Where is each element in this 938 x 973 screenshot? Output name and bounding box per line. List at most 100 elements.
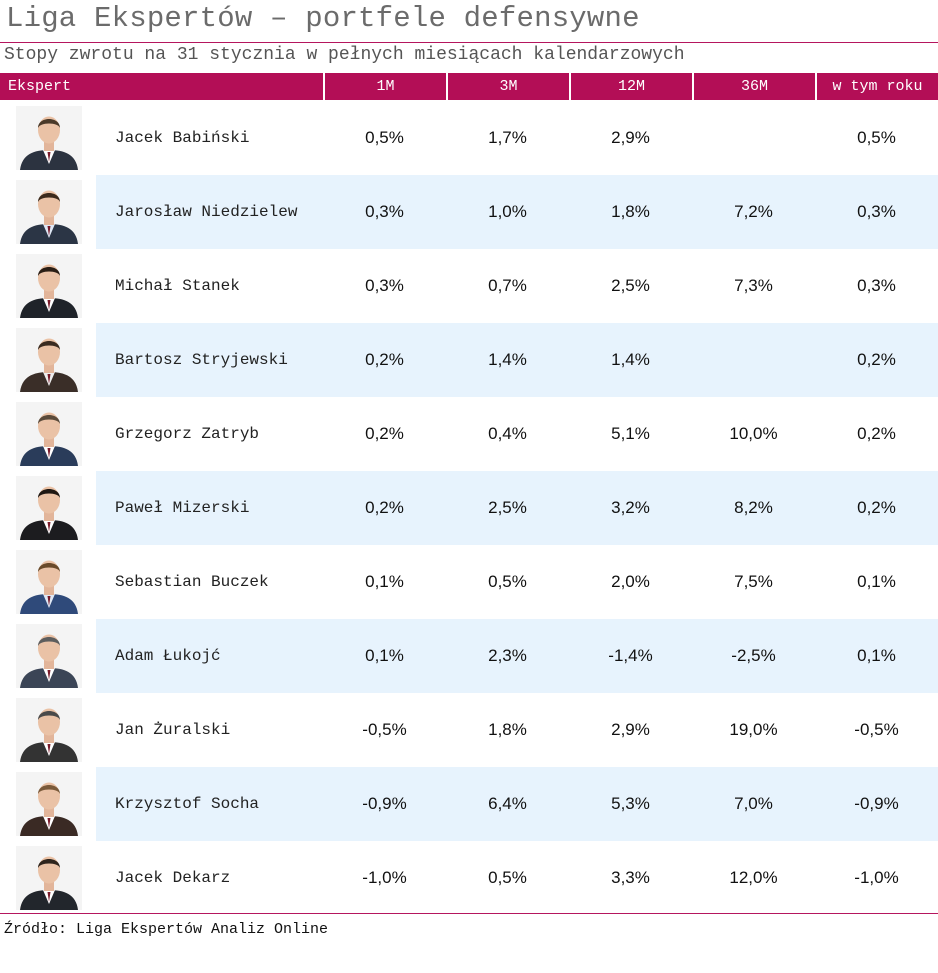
cell-36m: -2,5% xyxy=(731,646,776,665)
cell-1m: -0,5% xyxy=(362,720,407,739)
table-row: Bartosz Stryjewski 0,2% 1,4% 1,4% 0,2% xyxy=(0,323,938,397)
header-12m: 12M xyxy=(569,73,692,100)
table-row: Grzegorz Zatryb 0,2% 0,4% 5,1% 10,0% 0,2% xyxy=(0,397,938,471)
expert-name: Jacek Dekarz xyxy=(115,869,231,887)
cell-36m xyxy=(692,101,815,175)
cell-1m: 0,2% xyxy=(365,350,404,369)
person-photo-icon xyxy=(16,402,82,466)
cell-3m: 6,4% xyxy=(488,794,527,813)
table-row: Jacek Dekarz -1,0% 0,5% 3,3% 12,0% -1,0% xyxy=(0,841,938,915)
table-row: Jan Żuralski -0,5% 1,8% 2,9% 19,0% -0,5% xyxy=(0,693,938,767)
table-row: Paweł Mizerski 0,2% 2,5% 3,2% 8,2% 0,2% xyxy=(0,471,938,545)
person-photo-icon xyxy=(16,550,82,614)
person-photo-icon xyxy=(16,772,82,836)
cell-ytd: 0,3% xyxy=(857,202,896,221)
table-header: Ekspert 1M 3M 12M 36M w tym roku xyxy=(0,73,938,100)
person-photo-icon xyxy=(16,254,82,318)
cell-ytd: -0,9% xyxy=(854,794,899,813)
cell-36m: 7,3% xyxy=(734,276,773,295)
cell-3m: 0,5% xyxy=(488,572,527,591)
cell-1m: -0,9% xyxy=(362,794,407,813)
table-row: Jarosław Niedzielew 0,3% 1,0% 1,8% 7,2% 0,3% xyxy=(0,175,938,249)
cell-12m: 3,3% xyxy=(611,868,650,887)
header-expert: Ekspert xyxy=(8,78,72,95)
person-photo-icon xyxy=(16,328,82,392)
person-photo-icon xyxy=(16,624,82,688)
expert-name: Bartosz Stryjewski xyxy=(115,351,288,369)
cell-36m: 12,0% xyxy=(729,868,778,887)
row-background xyxy=(96,175,938,249)
cell-3m: 1,0% xyxy=(488,202,527,221)
cell-3m: 2,5% xyxy=(488,498,527,517)
row-background xyxy=(96,767,938,841)
cell-1m: 0,5% xyxy=(365,128,404,147)
person-photo-icon xyxy=(16,476,82,540)
person-photo-icon xyxy=(16,180,82,244)
row-background xyxy=(96,471,938,545)
cell-3m: 0,4% xyxy=(488,424,527,443)
cell-12m: 3,2% xyxy=(611,498,650,517)
cell-12m: 1,8% xyxy=(611,202,650,221)
cell-3m: 1,7% xyxy=(488,128,527,147)
cell-1m: 0,3% xyxy=(365,202,404,221)
cell-36m xyxy=(692,323,815,397)
table-bottom-divider xyxy=(0,913,938,914)
cell-ytd: 0,2% xyxy=(857,498,896,517)
cell-12m: 1,4% xyxy=(611,350,650,369)
cell-ytd: 0,2% xyxy=(857,350,896,369)
table-row: Michał Stanek 0,3% 0,7% 2,5% 7,3% 0,3% xyxy=(0,249,938,323)
cell-12m: 2,9% xyxy=(611,720,650,739)
page-subtitle: Stopy zwrotu na 31 stycznia w pełnych mi… xyxy=(4,45,685,65)
cell-36m: 7,0% xyxy=(734,794,773,813)
table-row: Krzysztof Socha -0,9% 6,4% 5,3% 7,0% -0,9% xyxy=(0,767,938,841)
cell-36m: 19,0% xyxy=(729,720,778,739)
cell-12m: -1,4% xyxy=(608,646,653,665)
cell-1m: 0,1% xyxy=(365,572,404,591)
expert-name: Jacek Babiński xyxy=(115,129,250,147)
cell-1m: 0,2% xyxy=(365,424,404,443)
cell-12m: 2,9% xyxy=(611,128,650,147)
header-3m: 3M xyxy=(446,73,569,100)
cell-3m: 1,8% xyxy=(488,720,527,739)
cell-36m: 8,2% xyxy=(734,498,773,517)
expert-name: Paweł Mizerski xyxy=(115,499,250,517)
expert-name: Krzysztof Socha xyxy=(115,795,260,813)
header-36m: 36M xyxy=(692,73,815,100)
cell-12m: 2,0% xyxy=(611,572,650,591)
header-1m: 1M xyxy=(323,73,446,100)
cell-ytd: 0,5% xyxy=(857,128,896,147)
table-row: Jacek Babiński 0,5% 1,7% 2,9% 0,5% xyxy=(0,101,938,175)
cell-3m: 2,3% xyxy=(488,646,527,665)
cell-1m: 0,3% xyxy=(365,276,404,295)
cell-ytd: 0,2% xyxy=(857,424,896,443)
expert-name: Sebastian Buczek xyxy=(115,573,269,591)
row-background xyxy=(96,323,938,397)
cell-ytd: 0,3% xyxy=(857,276,896,295)
cell-1m: -1,0% xyxy=(362,868,407,887)
cell-36m: 7,5% xyxy=(734,572,773,591)
cell-12m: 5,1% xyxy=(611,424,650,443)
expert-name: Adam Łukojć xyxy=(115,647,221,665)
person-photo-icon xyxy=(16,106,82,170)
table-row: Sebastian Buczek 0,1% 0,5% 2,0% 7,5% 0,1% xyxy=(0,545,938,619)
cell-ytd: -1,0% xyxy=(854,868,899,887)
cell-3m: 0,7% xyxy=(488,276,527,295)
table-row: Adam Łukojć 0,1% 2,3% -1,4% -2,5% 0,1% xyxy=(0,619,938,693)
header-ytd: w tym roku xyxy=(815,73,938,100)
cell-3m: 0,5% xyxy=(488,868,527,887)
cell-1m: 0,1% xyxy=(365,646,404,665)
page-title: Liga Ekspertów – portfele defensywne xyxy=(6,2,640,35)
cell-3m: 1,4% xyxy=(488,350,527,369)
person-photo-icon xyxy=(16,698,82,762)
expert-name: Jarosław Niedzielew xyxy=(115,203,298,221)
title-divider xyxy=(0,42,938,43)
cell-ytd: 0,1% xyxy=(857,572,896,591)
cell-12m: 2,5% xyxy=(611,276,650,295)
cell-ytd: 0,1% xyxy=(857,646,896,665)
expert-name: Jan Żuralski xyxy=(115,721,231,739)
source-note: Źródło: Liga Ekspertów Analiz Online xyxy=(4,921,329,938)
expert-name: Michał Stanek xyxy=(115,277,240,295)
cell-36m: 7,2% xyxy=(734,202,773,221)
cell-36m: 10,0% xyxy=(729,424,778,443)
row-background xyxy=(96,619,938,693)
